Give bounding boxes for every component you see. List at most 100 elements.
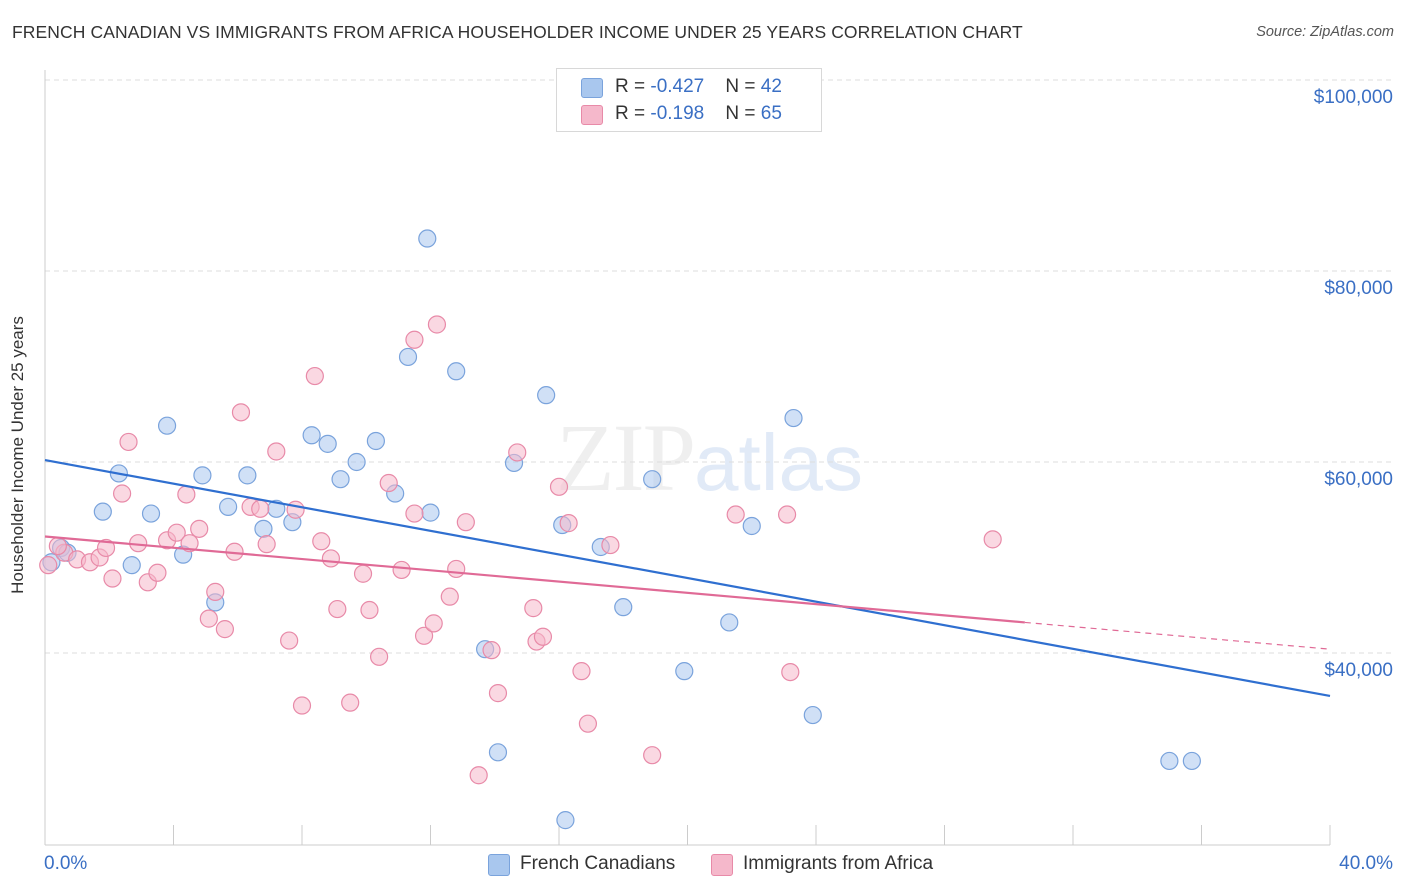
point-french-canadians [418, 229, 437, 248]
n-value: 42 [760, 76, 782, 97]
point-french-canadians [1182, 751, 1201, 771]
y-tick-label: $80,000 [1324, 278, 1393, 299]
watermark: ZIPatlas [556, 402, 863, 513]
point-french-canadians [141, 504, 161, 523]
point-immigrants-africa [48, 536, 67, 556]
point-immigrants-africa [177, 485, 196, 504]
point-immigrants-africa [206, 582, 225, 601]
stats-legend: R = -0.427 N = 42 R = -0.198 N = 65 [556, 68, 822, 132]
point-french-canadians [1160, 751, 1179, 771]
point-immigrants-africa [112, 484, 132, 503]
point-immigrants-africa [215, 620, 234, 639]
legend-swatch [711, 854, 733, 876]
y-tick-label: $40,000 [1324, 660, 1393, 681]
n-label: N = [725, 76, 761, 97]
r-label: R = [615, 103, 651, 124]
legend-swatch-french-canadians [581, 78, 603, 98]
point-french-canadians [302, 426, 321, 445]
point-immigrants-africa [533, 627, 553, 646]
point-immigrants-africa [488, 684, 508, 703]
legend-label: Immigrants from Africa [743, 853, 934, 874]
x-tick-label: 0.0% [44, 853, 87, 874]
trend-line-extension [1024, 621, 1331, 650]
point-immigrants-africa [726, 505, 745, 524]
point-french-canadians [675, 662, 694, 681]
point-french-canadians [254, 519, 273, 538]
point-french-canadians [643, 470, 662, 489]
point-french-canadians [537, 386, 556, 405]
point-french-canadians [447, 362, 466, 381]
point-immigrants-africa [231, 403, 251, 422]
r-value: -0.198 [650, 103, 705, 124]
point-immigrants-africa [427, 315, 447, 334]
legend-swatch [488, 854, 510, 876]
point-immigrants-africa [777, 505, 797, 524]
point-french-canadians [238, 466, 257, 485]
watermark-zip: ZIP [556, 404, 696, 511]
point-immigrants-africa [190, 519, 209, 538]
n-label: N = [725, 103, 761, 124]
point-immigrants-africa [392, 560, 411, 580]
point-immigrants-africa [257, 535, 276, 554]
point-immigrants-africa [572, 662, 591, 681]
point-french-canadians [219, 497, 238, 516]
point-french-canadians [157, 416, 177, 435]
n-value: 65 [760, 103, 782, 124]
point-immigrants-africa [305, 366, 324, 386]
point-immigrants-africa [148, 563, 167, 582]
point-immigrants-africa [456, 513, 475, 532]
point-immigrants-africa [508, 443, 527, 462]
point-immigrants-africa [251, 499, 270, 518]
trend-line [44, 535, 1025, 624]
point-immigrants-africa [578, 714, 598, 733]
point-immigrants-africa [312, 532, 331, 551]
point-immigrants-africa [549, 477, 569, 496]
r-label: R = [615, 76, 651, 97]
point-immigrants-africa [180, 534, 199, 553]
point-french-canadians [614, 598, 633, 617]
point-immigrants-africa [601, 535, 620, 555]
point-immigrants-africa [292, 696, 312, 715]
point-immigrants-africa [370, 647, 389, 666]
point-immigrants-africa [781, 662, 800, 682]
y-tick-label: $60,000 [1324, 469, 1393, 490]
point-french-canadians [122, 556, 141, 575]
point-immigrants-africa [341, 693, 360, 712]
point-immigrants-africa [119, 432, 138, 452]
point-french-canadians [803, 705, 822, 725]
point-french-canadians [331, 470, 350, 489]
point-immigrants-africa [414, 626, 434, 645]
x-tick-label: 40.0% [1339, 853, 1393, 874]
trend-line [44, 459, 1331, 698]
point-french-canadians [318, 434, 337, 453]
y-axis-label: Householder Income Under 25 years [8, 316, 27, 594]
point-immigrants-africa [405, 504, 424, 523]
point-immigrants-africa [405, 330, 424, 349]
point-immigrants-africa [983, 530, 1002, 549]
point-immigrants-africa [424, 614, 443, 633]
point-french-canadians [193, 466, 212, 485]
source-label: Source: ZipAtlas.com [1256, 24, 1394, 40]
y-tick-label: $100,000 [1314, 87, 1393, 108]
point-immigrants-africa [267, 442, 286, 461]
point-immigrants-africa [199, 609, 218, 628]
point-french-canadians [720, 613, 739, 632]
point-immigrants-africa [321, 549, 341, 568]
point-french-canadians [93, 502, 112, 521]
legend-swatch-immigrants-africa [581, 105, 603, 125]
point-immigrants-africa [286, 500, 305, 519]
chart-title: FRENCH CANADIAN VS IMMIGRANTS FROM AFRIC… [12, 22, 1023, 42]
point-french-canadians [784, 408, 803, 428]
point-french-canadians [366, 431, 385, 451]
point-immigrants-africa [39, 556, 58, 575]
point-french-canadians [398, 347, 418, 367]
point-immigrants-africa [280, 631, 299, 650]
point-immigrants-africa [96, 538, 116, 558]
point-french-canadians [556, 811, 575, 830]
point-immigrants-africa [167, 523, 186, 542]
point-immigrants-africa [360, 600, 379, 620]
point-immigrants-africa [447, 559, 466, 579]
point-immigrants-africa [482, 641, 501, 660]
point-immigrants-africa [524, 599, 543, 618]
point-immigrants-africa [353, 564, 373, 583]
